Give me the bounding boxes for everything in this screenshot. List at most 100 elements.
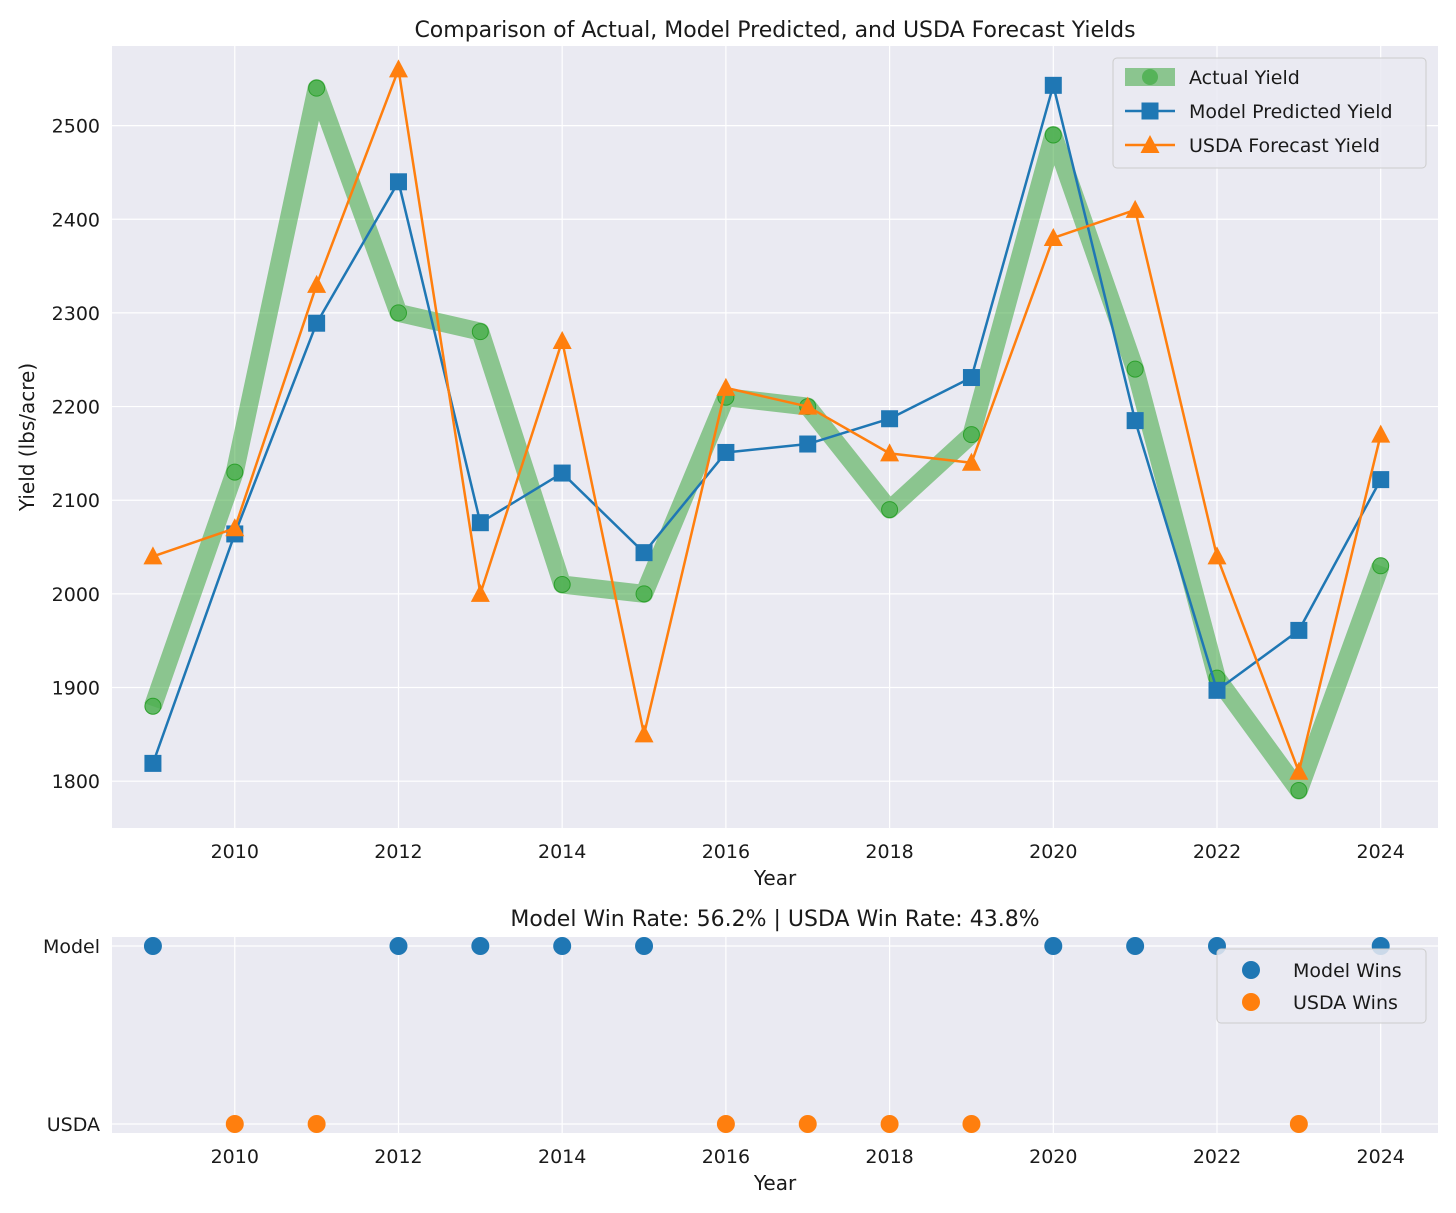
actual-yield-point [308,79,326,97]
top-x-axis-label: Year [753,866,797,890]
model-predicted-point [1044,76,1062,94]
usda-forecast-yield-line [152,68,1382,774]
usda-wins-point [798,1115,817,1133]
actual-yield-point [635,585,653,603]
usda-wins-point [1289,1115,1308,1133]
model-predicted-point [308,314,326,332]
top-x-tick-label: 2012 [374,841,422,863]
usda-wins-point [307,1115,326,1133]
legend-marker-model-wins [1242,961,1260,979]
usda-forecast-point [880,443,900,462]
bottom-legend-box [1216,948,1427,1024]
yield-comparison-chart: 2010 2012 2014 2016 2018 2020 2022 2024 1800 190… [15,18,1438,890]
top-y-tick-label: 2200 [52,397,100,419]
actual-yield-point [1290,782,1308,800]
top-x-tick-label: 2024 [1357,841,1405,863]
usda-forecast-point [1289,761,1309,780]
top-y-tick-label: 2400 [52,209,100,231]
top-x-tick-label: 2020 [1029,841,1077,863]
actual-yield-line [144,79,1390,800]
bottom-y-tick-labels: USDA Model [43,936,100,1136]
model-wins-point [1044,937,1063,955]
legend-marker-actual-yield [1142,69,1158,85]
bottom-x-tick-label: 2020 [1029,1146,1077,1168]
usda-forecast-point [961,452,981,471]
top-legend-box [1112,57,1427,169]
actual-yield-point [553,576,571,594]
usda-forecast-point [307,274,327,293]
model-predicted-point [1372,471,1390,489]
model-wins-point [1126,937,1145,955]
legend-label-actual-yield: Actual Yield [1189,67,1300,89]
top-x-tick-label: 2022 [1193,841,1241,863]
bottom-x-tick-labels: 2010 2012 2014 2016 2018 2020 2022 2024 [211,1146,1405,1168]
legend-marker-usda-forecast-yield [1140,135,1160,153]
actual-yield-point [144,697,162,715]
bottom-x-tick-label: 2018 [865,1146,913,1168]
top-y-axis-label: Yield (lbs/acre) [15,363,39,512]
model-predicted-point [389,173,407,191]
usda-forecast-point [634,724,654,743]
top-y-tick-label: 1900 [52,678,100,700]
top-y-tick-label: 2300 [52,303,100,325]
usda-forecast-point [1125,199,1145,218]
usda-forecast-point [1371,424,1391,443]
bottom-x-tick-label: 2016 [702,1146,750,1168]
model-predicted-point [881,410,899,428]
usda-forecast-point [798,396,818,415]
actual-yield-point [881,501,899,519]
usda-forecast-point [716,377,736,396]
bottom-y-tick-label-model: Model [43,936,100,958]
model-predicted-yield-line [151,84,1382,764]
model-predicted-point [553,464,571,482]
top-chart-title: Comparison of Actual, Model Predicted, a… [414,18,1135,43]
top-x-tick-labels: 2010 2012 2014 2016 2018 2020 2022 2024 [211,841,1405,863]
usda-forecast-point [225,518,245,537]
top-legend: Actual Yield Model Predicted Yield USDA Fo… [1112,57,1427,169]
actual-yield-point [1044,126,1062,144]
legend-marker-usda-wins [1242,993,1260,1011]
usda-wins-point [880,1115,899,1133]
model-predicted-point [1290,621,1308,639]
usda-forecast-point [388,59,408,78]
top-series-layer [143,59,1391,800]
legend-label-model-predicted-yield: Model Predicted Yield [1189,101,1393,123]
legend-label-model-wins: Model Wins [1293,960,1402,982]
series-model-predicted-yield [144,76,1390,772]
usda-forecast-point [1207,546,1227,565]
bottom-y-tick-label-usda: USDA [47,1114,100,1136]
actual-yield-point [389,304,407,322]
actual-yield-point [1372,557,1390,575]
bottom-legend: Model Wins USDA Wins [1216,948,1427,1024]
model-predicted-point [799,435,817,453]
bottom-x-tick-label: 2024 [1357,1146,1405,1168]
actual-yield-point [1126,360,1144,378]
top-y-tick-label: 2000 [52,584,100,606]
series-usda-wins [225,1115,1308,1133]
model-predicted-point [717,443,735,461]
model-wins-point [553,937,572,955]
actual-yield-point [471,323,489,341]
usda-forecast-point [143,546,163,565]
actual-yield-point [226,463,244,481]
usda-wins-point [962,1115,981,1133]
usda-forecast-point [470,583,490,602]
win-rate-chart: 2010 2012 2014 2016 2018 2020 2022 2024 USDA Mod… [43,907,1438,1195]
top-y-tick-label: 2100 [52,490,100,512]
model-predicted-point [962,369,980,387]
model-wins-point [389,937,408,955]
bottom-chart-title: Model Win Rate: 56.2% | USDA Win Rate: 4… [510,907,1039,932]
usda-forecast-point [552,331,572,350]
bottom-x-tick-label: 2014 [538,1146,586,1168]
bottom-x-axis-label: Year [753,1171,797,1195]
model-predicted-point [1126,412,1144,430]
model-predicted-point [471,514,489,532]
top-x-tick-label: 2010 [211,841,259,863]
usda-forecast-point [1043,227,1063,246]
bottom-x-tick-label: 2010 [211,1146,259,1168]
actual-yield-point [962,426,980,444]
model-wins-point [635,937,654,955]
model-predicted-point [144,754,162,772]
legend-label-usda-wins: USDA Wins [1293,992,1398,1014]
